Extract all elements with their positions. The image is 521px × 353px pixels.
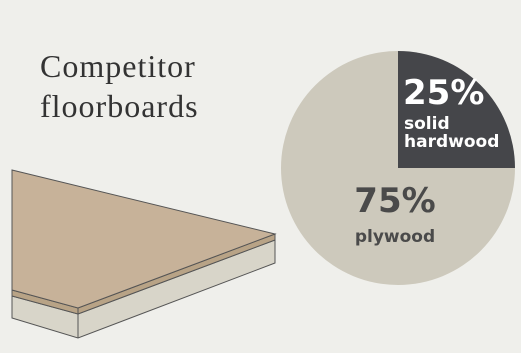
floorboard-illustration (11, 169, 277, 339)
pie-slice (398, 51, 515, 168)
value-label: 25% (403, 73, 485, 113)
category-label: solid hardwood (404, 114, 500, 152)
pie-slice (281, 51, 515, 285)
chart-title: Competitor floorboards (40, 48, 199, 124)
value-label: 75% (354, 181, 436, 221)
category-label: plywood (354, 227, 436, 247)
